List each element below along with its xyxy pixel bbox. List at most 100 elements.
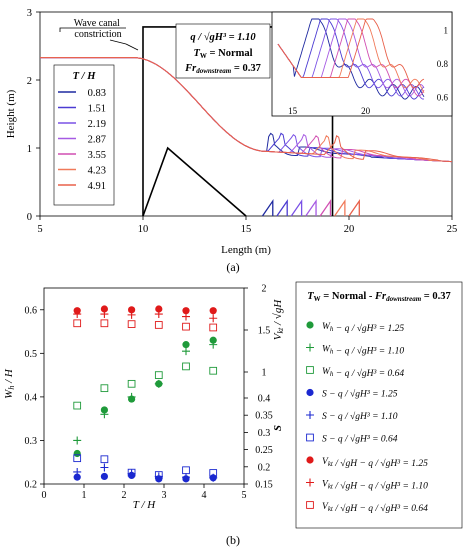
data-point xyxy=(127,468,136,477)
x-tick-label: 15 xyxy=(241,224,252,235)
data-point xyxy=(100,310,109,319)
panel-b-plot-frame xyxy=(43,287,245,485)
x-tick-label: 10 xyxy=(138,224,149,235)
data-point xyxy=(182,312,190,321)
inset-x-tick-label: 20 xyxy=(361,106,371,116)
data-point xyxy=(209,336,217,344)
y-tick-label: 1 xyxy=(27,144,32,155)
panel-b-legend-title: TW = Normal - Frdownstream = 0.37 xyxy=(307,291,451,303)
data-point xyxy=(100,410,109,419)
bottom-marker xyxy=(290,198,303,217)
panel-b-x-axis-label: T / H xyxy=(133,499,156,511)
x-tick-label: 1 xyxy=(82,490,87,501)
inset-profile-line xyxy=(277,18,425,89)
data-point xyxy=(209,469,218,477)
bottom-marker xyxy=(348,198,360,217)
submerged-ramp xyxy=(142,146,247,217)
data-point xyxy=(209,307,217,315)
x-tick-label: 5 xyxy=(242,490,247,501)
y-tick-label: 2 xyxy=(27,76,32,87)
data-point xyxy=(182,347,190,356)
panel-a-y-axis-label: Height (m) xyxy=(5,89,17,138)
legend-marker xyxy=(306,433,314,442)
y-tick-label: 3 xyxy=(27,8,32,19)
legend-marker xyxy=(306,321,314,329)
legend-entry: S − q / √gH³ = 1.25 xyxy=(322,389,398,400)
bottom-marker xyxy=(305,198,317,217)
bottom-marker xyxy=(261,198,274,217)
info-q-value: q / √gH³ = 1.10 xyxy=(190,31,256,43)
data-point xyxy=(127,392,136,401)
data-point xyxy=(182,322,190,331)
legend-title: T / H xyxy=(73,71,97,82)
legend-entry: Vkt / √gH − q / √gH³ = 1.10 xyxy=(322,480,428,492)
legend-entry: 4.23 xyxy=(88,166,106,177)
panel-b-right-lower-axis-label: S xyxy=(272,425,284,431)
panel-b-caption: (b) xyxy=(226,533,240,547)
x-tick-label: 20 xyxy=(344,224,355,235)
panel-a-ticks: 5 10 15 20 25 0 1 2 3 xyxy=(27,8,458,235)
inset-y-tick-label: 0.6 xyxy=(437,93,449,103)
bottom-marker xyxy=(319,198,332,217)
legend-entry: 2.87 xyxy=(88,135,106,146)
legend-entry: S − q / √gH³ = 1.10 xyxy=(322,411,398,422)
bottom-marker xyxy=(276,198,288,217)
legend-entry: 4.91 xyxy=(88,181,106,192)
legend-marker xyxy=(306,343,314,352)
legend-entry: 2.19 xyxy=(88,119,106,130)
panel-a-info-box: q / √gH³ = 1.10 TW = Normal Frdownstream… xyxy=(175,23,271,79)
right-lower-tick-label: 0.35 xyxy=(255,411,273,422)
inset-y-tick-label: 1 xyxy=(444,26,449,36)
data-point xyxy=(154,379,163,388)
data-point xyxy=(155,305,163,313)
info-fr-value: Frdownstream = 0.37 xyxy=(184,63,261,75)
constriction-annotation: Wave canal constriction xyxy=(58,16,139,51)
panel-a-legend: T / H 0.83 1.51 2.19 2.87 3.55 4.23 4.91 xyxy=(53,64,115,206)
data-point xyxy=(73,319,82,328)
panel-a-x-axis-label: Length (m) xyxy=(221,244,271,256)
data-point xyxy=(209,366,218,375)
legend-entry: Vkt / √gH − q / √gH³ = 1.25 xyxy=(322,457,428,469)
data-point xyxy=(154,472,163,481)
inset-profile-line xyxy=(277,18,425,100)
x-tick-label: 0 xyxy=(42,490,47,501)
right-upper-tick-label: 1 xyxy=(262,368,267,379)
data-point xyxy=(209,323,218,332)
data-point xyxy=(182,466,190,475)
legend-marker xyxy=(306,501,314,509)
data-point xyxy=(100,455,109,464)
inset-x-tick-label: 15 xyxy=(288,106,298,116)
data-point xyxy=(73,473,81,481)
panel-b-points xyxy=(73,305,218,483)
info-tw-value: TW = Normal xyxy=(193,48,252,60)
data-point xyxy=(154,471,163,479)
constriction-annotation-text: Wave canal constriction xyxy=(74,18,123,40)
data-point xyxy=(73,401,82,410)
x-tick-label: 3 xyxy=(162,490,167,501)
data-point xyxy=(182,473,190,482)
data-point xyxy=(182,307,190,315)
panel-b-ticks: 0 1 2 3 4 5 0.2 0.3 0.4 0.5 0.6 1 1.5 2 0.15 0.2 0.25 0.3… xyxy=(25,284,273,502)
legend-entry: Wh − q / √gH³ = 1.25 xyxy=(322,322,404,334)
y-tick-label: 0 xyxy=(27,212,32,223)
data-point xyxy=(100,319,109,328)
x-tick-label: 2 xyxy=(122,490,127,501)
x-tick-label: 4 xyxy=(202,490,207,501)
data-point xyxy=(100,463,109,472)
legend-entry: Vkt / √gH − q / √gH³ = 0.64 xyxy=(322,502,428,514)
data-point xyxy=(127,310,136,319)
data-point xyxy=(73,310,82,319)
right-lower-tick-label: 0.25 xyxy=(255,445,273,456)
legend-entry: 1.51 xyxy=(88,104,106,115)
bottom-marker xyxy=(334,198,346,217)
data-point xyxy=(127,379,136,388)
data-point xyxy=(154,321,163,329)
x-tick-label: 25 xyxy=(447,224,458,235)
data-point xyxy=(154,371,163,379)
legend-entry: S − q / √gH³ = 0.64 xyxy=(322,434,398,445)
y-tick-label: 0.6 xyxy=(25,305,38,316)
legend-marker xyxy=(306,366,314,374)
right-lower-tick-label: 0.3 xyxy=(258,428,271,439)
data-point xyxy=(73,454,82,463)
